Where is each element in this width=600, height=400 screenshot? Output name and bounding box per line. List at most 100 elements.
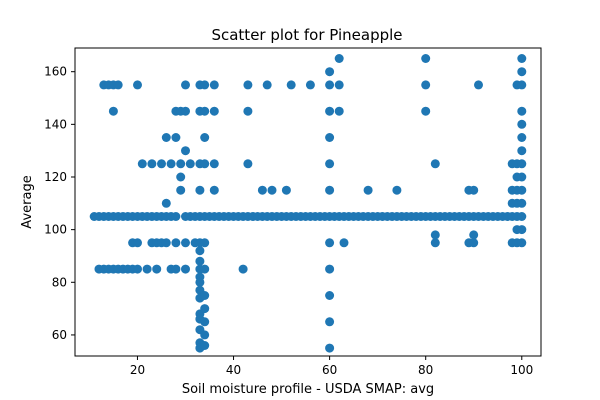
scatter-point [181, 146, 190, 156]
scatter-point [161, 133, 171, 142]
x-tick-label: 40 [226, 363, 241, 377]
scatter-point [517, 54, 527, 63]
y-tick-label: 100 [44, 223, 67, 237]
scatter-point [469, 185, 479, 195]
scatter-point [421, 54, 431, 63]
scatter-point [181, 80, 190, 90]
chart-title: Scatter plot for Pineapple [211, 26, 402, 44]
scatter-point [200, 238, 210, 248]
scatter-point [185, 159, 195, 169]
scatter-point [267, 185, 277, 195]
scatter-point [200, 264, 210, 274]
scatter-point [181, 264, 190, 274]
y-tick-label: 120 [44, 170, 67, 184]
scatter-point [200, 159, 210, 169]
y-tick-label: 160 [44, 65, 67, 79]
scatter-point [325, 80, 335, 90]
scatter-point [517, 119, 527, 129]
scatter-point [469, 238, 479, 248]
x-axis-label: Soil moisture profile - USDA SMAP: avg [182, 382, 434, 397]
scatter-point [339, 238, 349, 248]
scatter-point [133, 80, 142, 90]
scatter-point [286, 80, 296, 90]
scatter-point [325, 343, 335, 353]
scatter-point [200, 330, 210, 340]
scatter-point [325, 67, 335, 77]
scatter-point [517, 225, 527, 235]
scatter-point [171, 238, 181, 248]
scatter-point [517, 80, 527, 90]
scatter-point [474, 80, 483, 90]
scatter-point [157, 159, 166, 169]
y-axis-label: Average [20, 175, 35, 228]
plot-frame [74, 47, 542, 357]
scatter-point [161, 198, 171, 208]
scatter-point [334, 106, 344, 116]
scatter-point [171, 264, 181, 274]
scatter-point [161, 238, 171, 248]
scatter-point [200, 133, 210, 142]
x-tick-label: 20 [130, 363, 145, 377]
scatter-point [113, 80, 123, 90]
scatter-point [209, 159, 219, 169]
scatter-point [517, 238, 527, 248]
scatter-point [262, 80, 272, 90]
scatter-point [517, 67, 527, 77]
x-axis-ticks: 20 40 60 80 100 [130, 356, 533, 377]
scatter-point [133, 264, 142, 274]
scatter-point [176, 172, 186, 182]
scatter-point [133, 238, 142, 248]
scatter-point [243, 159, 253, 169]
scatter-point [325, 159, 335, 169]
scatter-point [334, 80, 344, 90]
scatter-point [200, 317, 210, 327]
scatter-point [421, 106, 431, 116]
scatter-point [195, 246, 205, 256]
x-tick-label: 80 [418, 363, 433, 377]
scatter-point [517, 106, 527, 116]
scatter-point [517, 185, 527, 195]
scatter-point [325, 264, 335, 274]
scatter-point [325, 106, 335, 116]
scatter-point [243, 80, 253, 90]
scatter-point [281, 185, 291, 195]
scatter-point [257, 185, 267, 195]
scatter-point [181, 106, 190, 116]
scatter-point [430, 230, 440, 240]
scatter-point [469, 230, 479, 240]
scatter-point [142, 264, 152, 274]
x-tick-label: 100 [510, 363, 533, 377]
scatter-point [195, 256, 205, 266]
scatter-point [108, 106, 118, 116]
scatter-point [325, 291, 335, 300]
scatter-point [200, 341, 210, 350]
scatter-point [147, 159, 157, 169]
scatter-point [334, 54, 344, 63]
scatter-point [171, 133, 181, 142]
scatter-point [325, 238, 335, 248]
scatter-point [517, 172, 527, 182]
scatter-point [430, 238, 440, 248]
y-axis-ticks: 60 80 100 120 140 160 [44, 65, 75, 342]
scatter-point [243, 106, 253, 116]
scatter-point [325, 185, 335, 195]
scatter-point [209, 185, 219, 195]
scatter-point [176, 159, 186, 169]
y-tick-label: 80 [52, 275, 67, 289]
scatter-point [517, 198, 527, 208]
scatter-point [325, 317, 335, 327]
scatter-point [209, 80, 219, 90]
scatter-point [517, 159, 527, 169]
points-layer [89, 54, 527, 353]
scatter-point [200, 291, 210, 300]
scatter-point [517, 133, 527, 142]
scatter-point [152, 264, 162, 274]
scatter-point [171, 212, 181, 221]
x-tick-label: 60 [322, 363, 337, 377]
scatter-point [166, 159, 176, 169]
scatter-point [137, 159, 147, 169]
scatter-point [195, 185, 205, 195]
scatter-point [200, 106, 210, 116]
